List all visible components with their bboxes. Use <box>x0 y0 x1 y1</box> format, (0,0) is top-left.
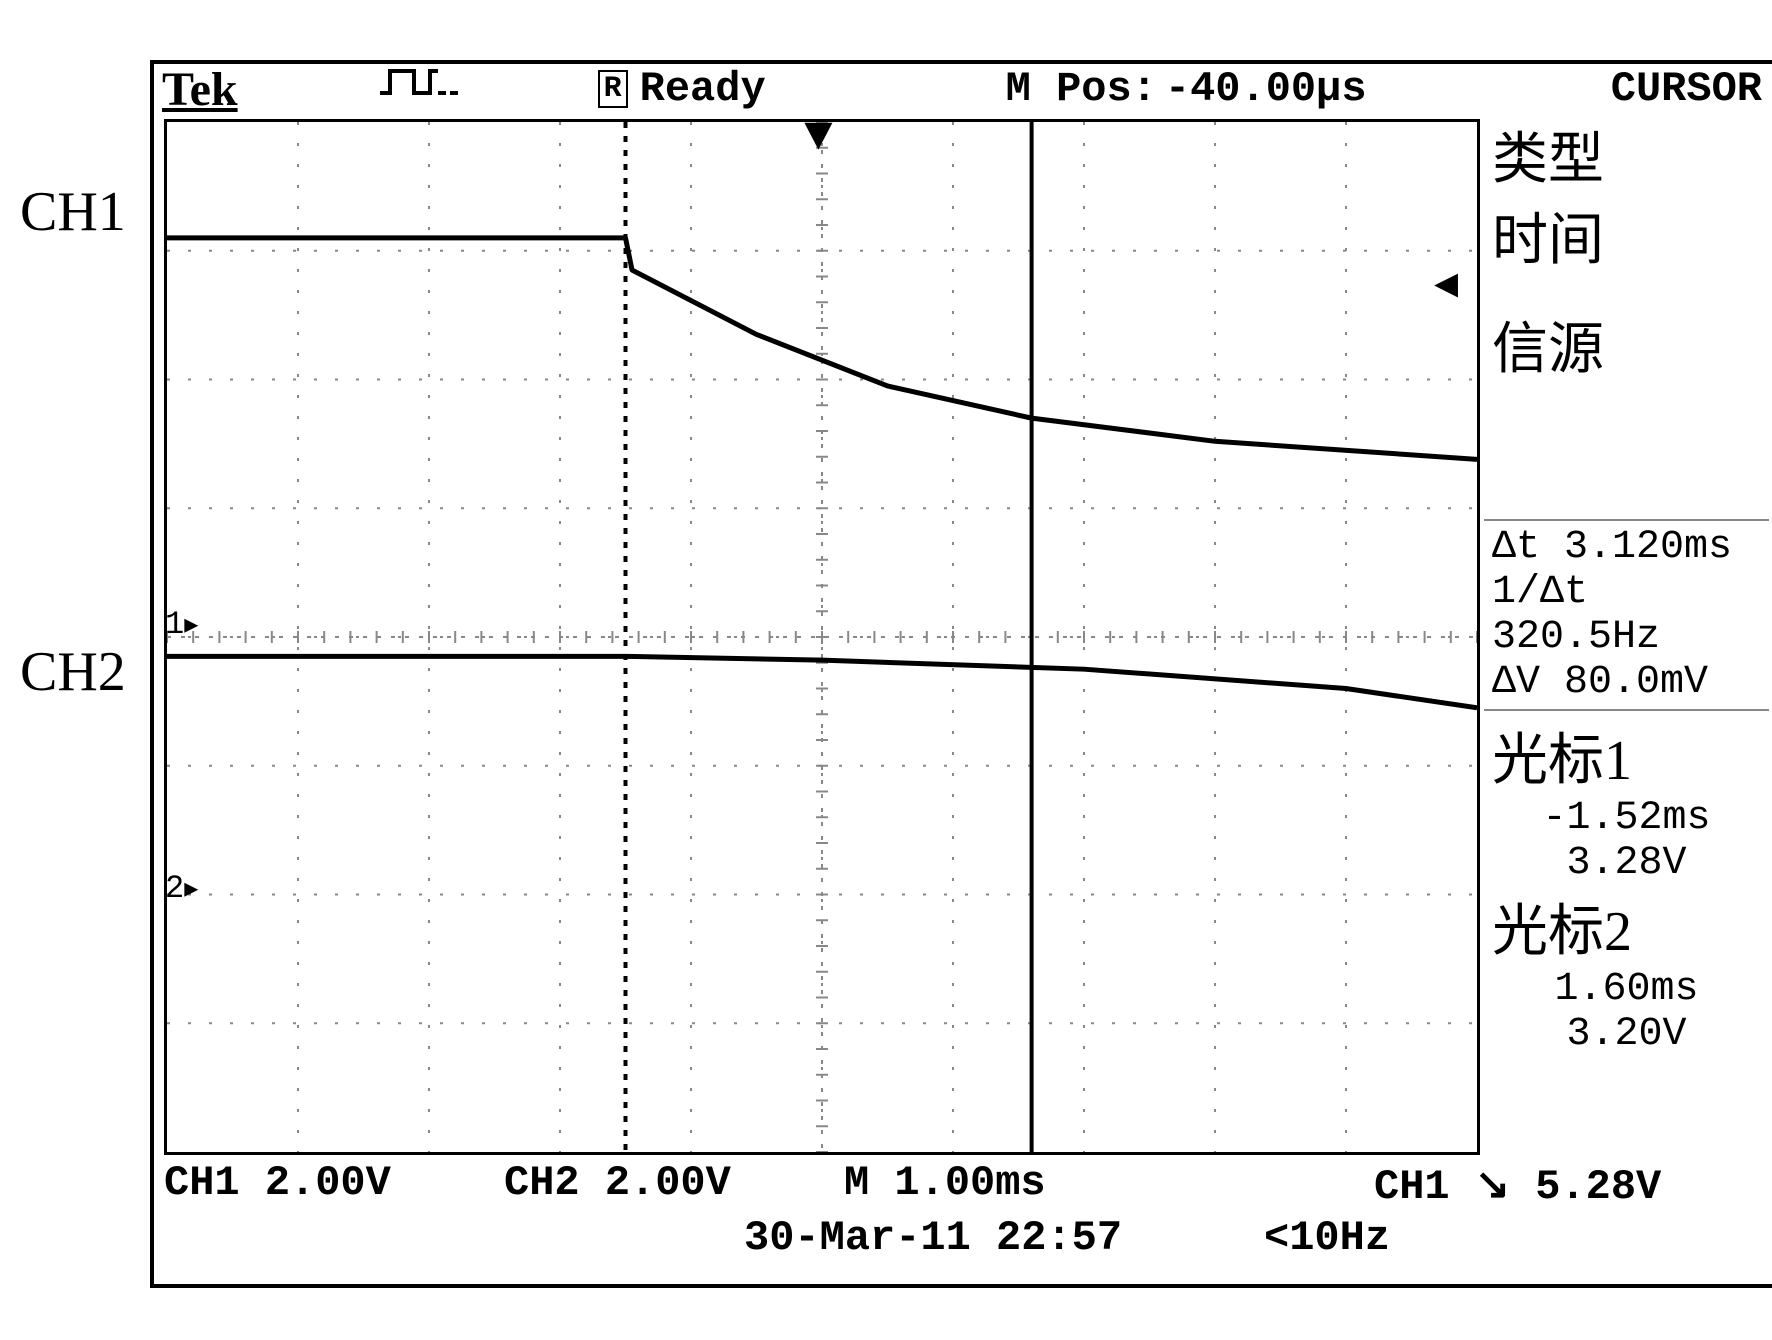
m-pos-label: M Pos: <box>1006 65 1157 113</box>
ch2-zero-marker: 2▸ <box>165 870 198 907</box>
ch1-zero-marker: 1▸ <box>165 606 198 643</box>
m-pos-value: -40.00µs <box>1165 65 1367 113</box>
freq-value: 1/Δt 320.5Hz <box>1484 570 1769 660</box>
trigger-position-marker: ▼ <box>804 110 833 164</box>
ch2-scale: CH2 2.00V <box>504 1159 731 1207</box>
external-ch1-label: CH1 <box>20 180 126 244</box>
scope-frame: Tek R Ready M Pos: -40.00µs CURSOR ▼ 1 <box>150 60 1772 1288</box>
run-state-icon: R <box>598 70 628 108</box>
menu-item-source[interactable]: 信源 <box>1484 304 1769 385</box>
menu-item-time[interactable]: 时间 <box>1484 195 1769 276</box>
oscilloscope-screenshot: CH1 CH2 Tek R Ready M Pos: -40.00µs CURS… <box>20 20 1772 1320</box>
external-ch2-label: CH2 <box>20 640 126 704</box>
cursor1-volt: 3.28V <box>1484 841 1769 886</box>
trigger-level-marker: ◂ <box>1434 254 1458 313</box>
cursor-menu-panel: 类型 时间 信源 Δt 3.120ms 1/Δt 320.5Hz ΔV 80.0… <box>1484 114 1769 1154</box>
ch1-scale: CH1 2.00V <box>164 1159 391 1207</box>
delta-t-value: Δt 3.120ms <box>1484 525 1769 570</box>
divider <box>1484 519 1769 521</box>
trigger-source: CH1 ↘ 5.28V <box>1374 1159 1661 1211</box>
cursor1-label[interactable]: 光标1 <box>1484 715 1769 796</box>
bottom-status-bar: CH1 2.00V CH2 2.00V M 1.00ms CH1 ↘ 5.28V… <box>164 1159 1764 1269</box>
ch2-marker-label: 2 <box>165 870 184 907</box>
datetime: 30-Mar-11 22:57 <box>744 1214 1122 1262</box>
waveform-plot: ▼ 1▸ 2▸ <box>164 119 1480 1155</box>
cursor2-time: 1.60ms <box>1484 967 1769 1012</box>
delta-v-value: ΔV 80.0mV <box>1484 660 1769 705</box>
brand-label: Tek <box>162 62 238 117</box>
top-status-bar: Tek R Ready M Pos: -40.00µs CURSOR <box>154 64 1772 114</box>
divider <box>1484 709 1769 711</box>
cursor2-label[interactable]: 光标2 <box>1484 886 1769 967</box>
pulse-icon <box>378 65 478 114</box>
run-state-label: Ready <box>640 65 766 113</box>
timebase: M 1.00ms <box>844 1159 1046 1207</box>
plot-svg <box>167 122 1477 1152</box>
cursor1-time: -1.52ms <box>1484 796 1769 841</box>
menu-title: CURSOR <box>1611 65 1762 113</box>
menu-item-type[interactable]: 类型 <box>1484 114 1769 195</box>
cursor2-volt: 3.20V <box>1484 1012 1769 1057</box>
trigger-freq: <10Hz <box>1264 1214 1390 1262</box>
ch1-marker-label: 1 <box>165 606 184 643</box>
